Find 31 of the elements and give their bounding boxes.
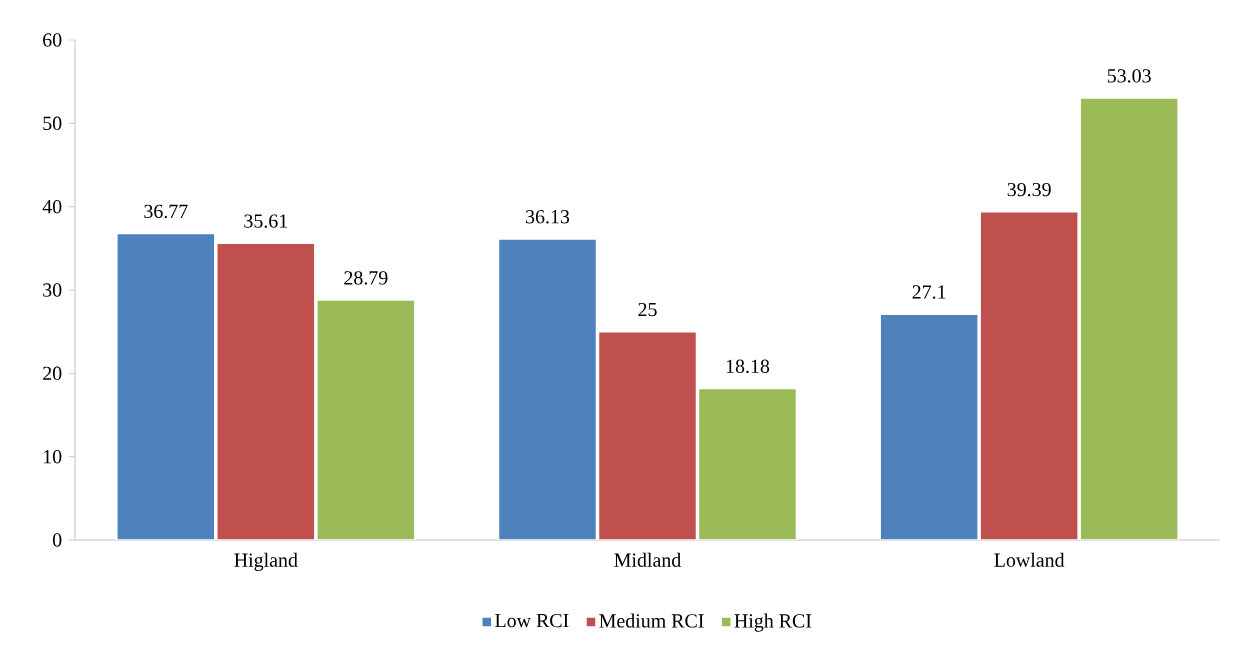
y-tick-label: 30 bbox=[43, 283, 62, 297]
bar bbox=[1079, 97, 1179, 540]
bar bbox=[116, 232, 216, 540]
y-tick-label: 60 bbox=[43, 33, 62, 47]
data-label: 25 bbox=[638, 302, 657, 317]
x-tick-label: Lowland bbox=[994, 552, 1065, 567]
data-label: 36.77 bbox=[144, 204, 188, 219]
bar bbox=[216, 242, 316, 540]
legend-label: High RCI bbox=[734, 613, 812, 632]
bar bbox=[597, 330, 698, 540]
bar bbox=[316, 299, 416, 540]
data-label: 18.18 bbox=[726, 359, 770, 374]
y-tick-label: 0 bbox=[52, 533, 62, 547]
legend-label: Low RCI bbox=[495, 613, 569, 628]
bar bbox=[497, 238, 598, 540]
legend-label: Medium RCI bbox=[599, 613, 704, 628]
bar bbox=[697, 387, 798, 540]
y-tick-label: 50 bbox=[43, 116, 62, 131]
y-tick-label: 20 bbox=[43, 366, 62, 381]
data-label: 39.39 bbox=[1007, 182, 1051, 197]
bar bbox=[979, 211, 1079, 540]
data-label: 27.1 bbox=[912, 285, 946, 299]
bar bbox=[879, 313, 979, 540]
data-label: 36.13 bbox=[526, 210, 570, 224]
x-tick-label: Higland bbox=[234, 552, 298, 571]
y-tick-label: 40 bbox=[42, 199, 62, 214]
x-tick-label: Midland bbox=[614, 552, 682, 567]
data-label: 28.79 bbox=[344, 271, 388, 285]
data-label: 53.03 bbox=[1107, 69, 1151, 83]
data-label: 35.61 bbox=[244, 214, 288, 228]
y-tick-label: 10 bbox=[43, 449, 62, 464]
